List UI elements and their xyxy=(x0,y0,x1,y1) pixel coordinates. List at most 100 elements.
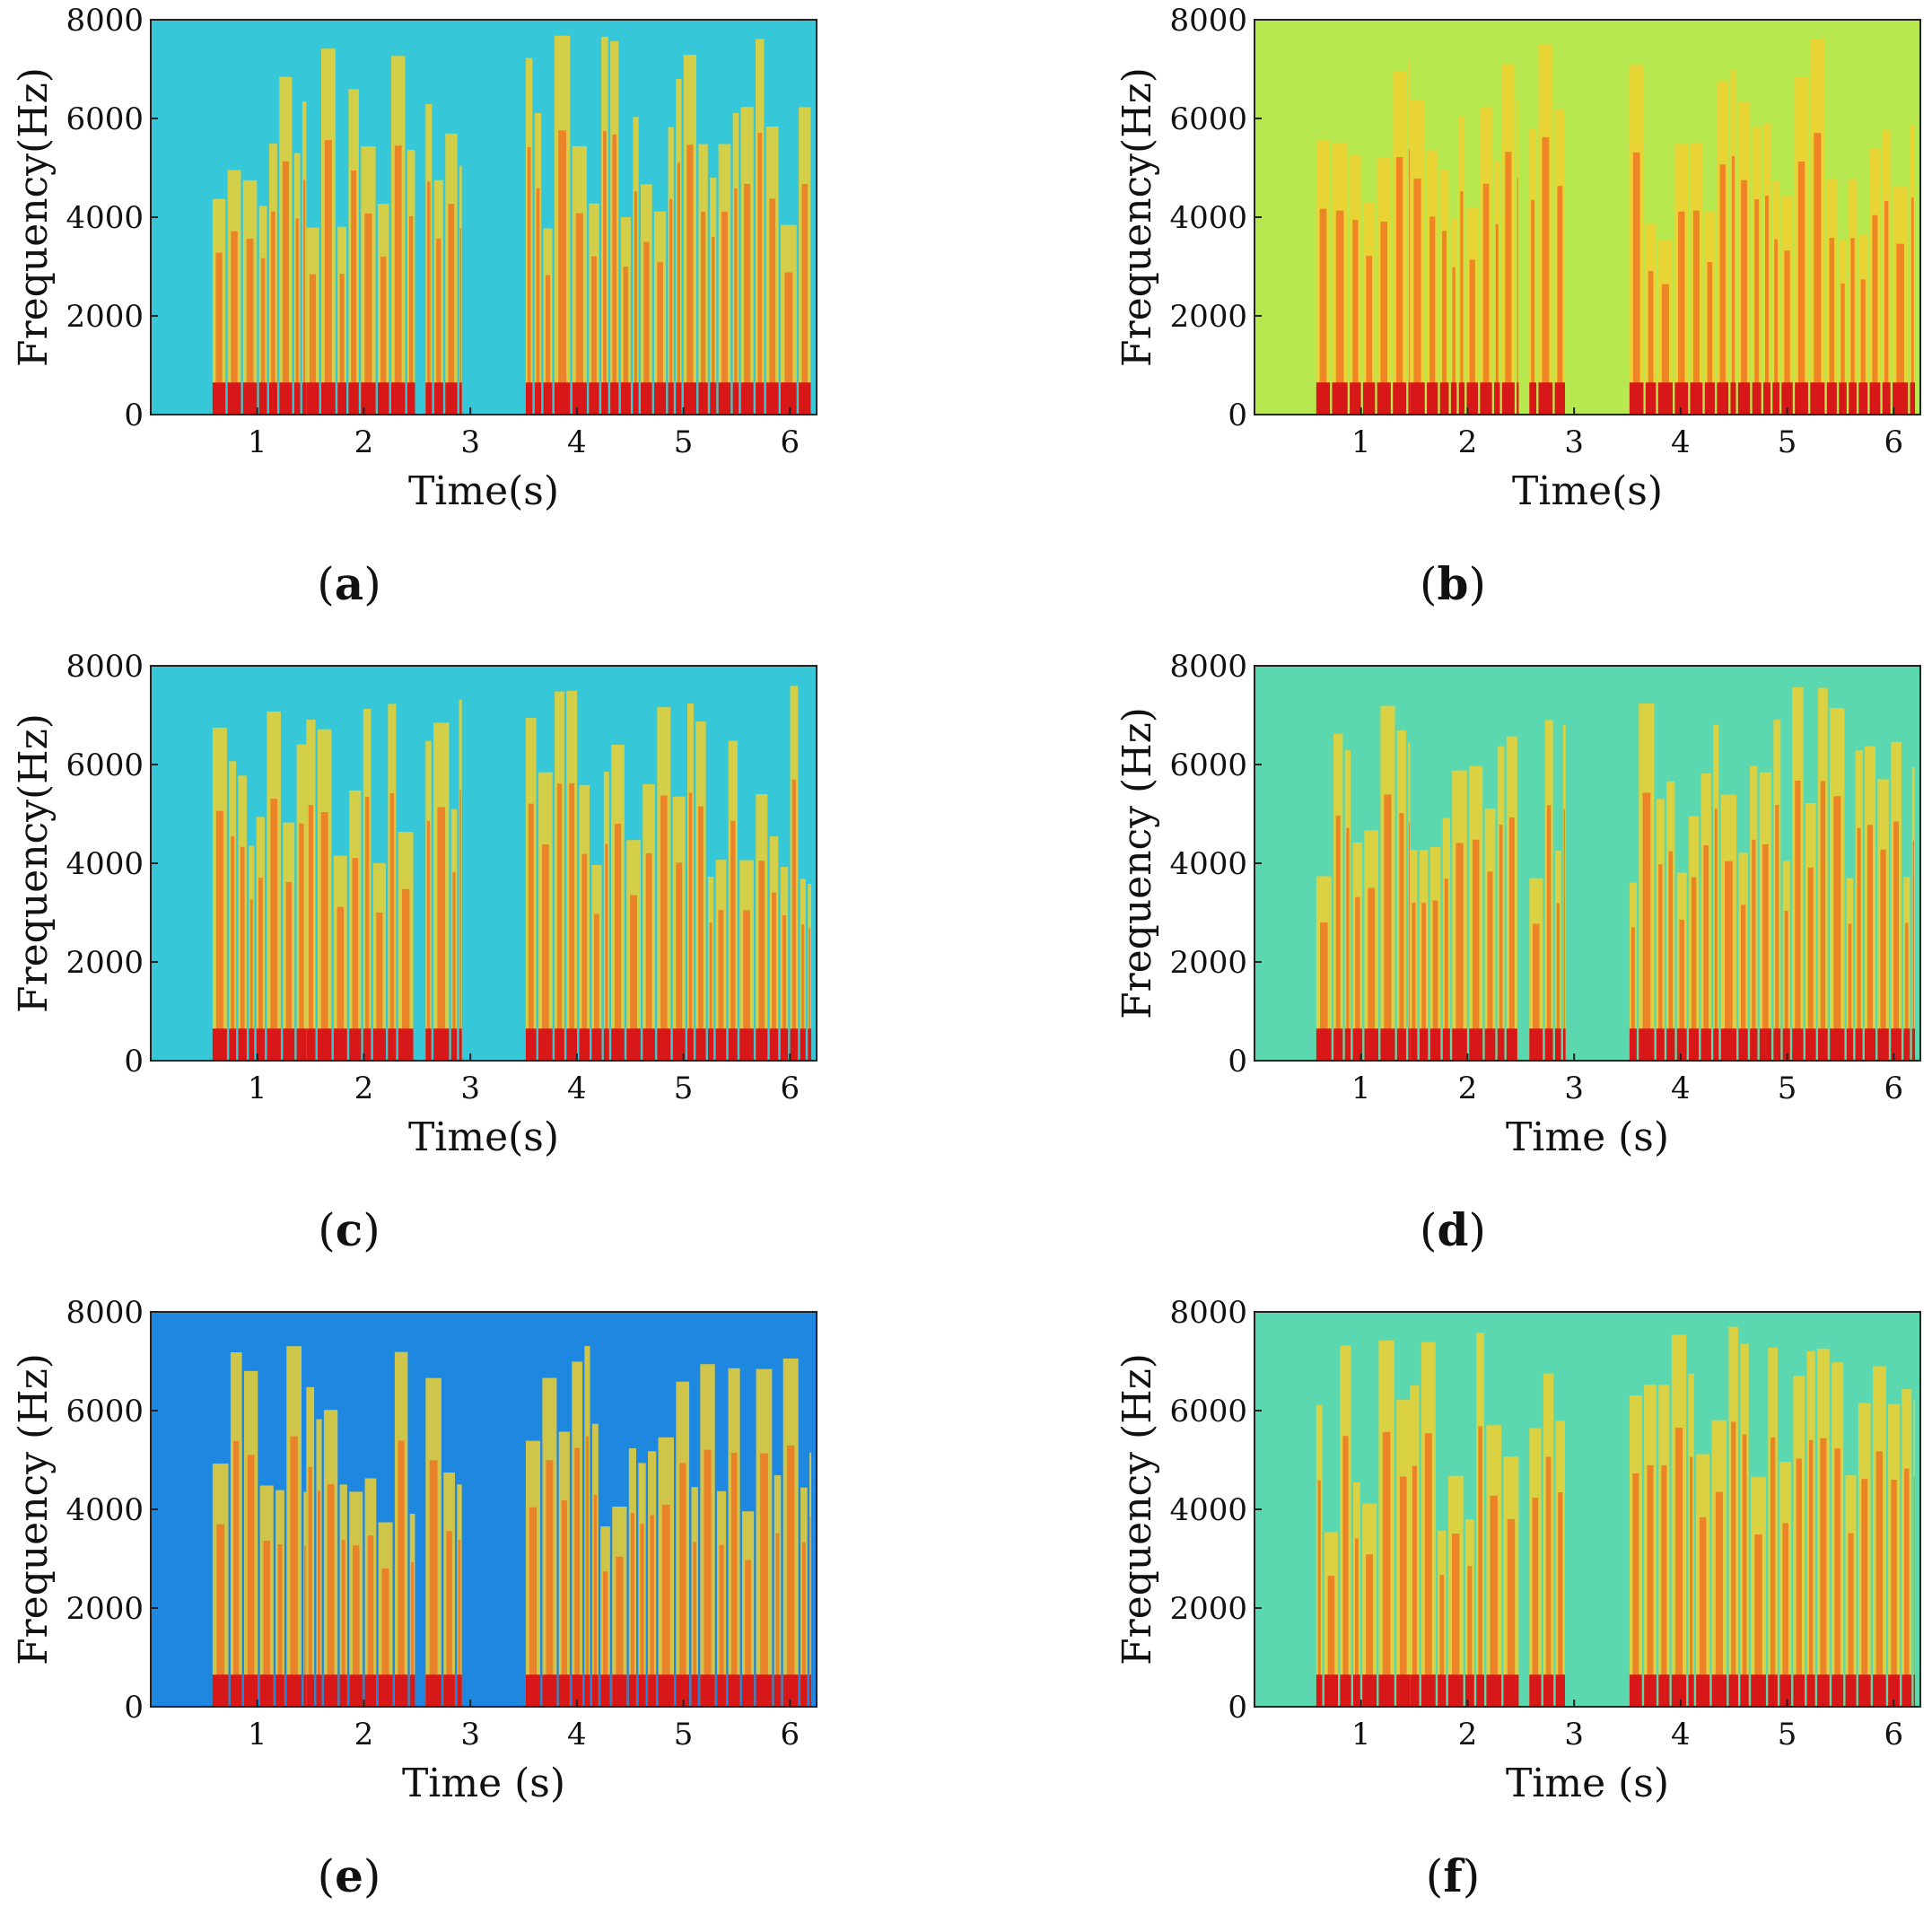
energy-low-band xyxy=(1419,1028,1429,1061)
energy-low-band xyxy=(554,382,571,415)
energy-low-band xyxy=(1720,1028,1737,1061)
energy-low-band xyxy=(1380,1028,1395,1061)
energy-low-band xyxy=(1877,1028,1889,1061)
energy-low-band xyxy=(1442,1028,1450,1061)
energy-formant xyxy=(688,792,693,1061)
panel-c: 1 2 3 4 5 6 0 2000 4000 6000 8000 Time(s) Frequency(… xyxy=(0,646,933,1265)
energy-low-band xyxy=(459,1028,462,1061)
energy-low-band xyxy=(643,1028,655,1061)
energy-formant xyxy=(581,853,588,1061)
y-tick-label: 0 xyxy=(124,1690,144,1726)
energy-low-band xyxy=(1529,382,1537,415)
energy-low-band xyxy=(1858,382,1868,415)
y-tick-label: 2000 xyxy=(66,299,144,335)
energy-formant xyxy=(320,812,328,1061)
energy-formant xyxy=(1857,827,1861,1061)
energy-formant xyxy=(258,878,263,1061)
energy-formant xyxy=(408,215,414,415)
energy-low-band xyxy=(229,1028,237,1061)
energy-low-band xyxy=(361,382,376,415)
energy-low-band xyxy=(728,1674,740,1707)
energy-formant xyxy=(1346,827,1350,1061)
energy-low-band xyxy=(388,1028,397,1061)
energy-low-band xyxy=(695,1028,706,1061)
energy-low-band xyxy=(1846,1028,1854,1061)
energy-formant xyxy=(594,913,599,1061)
energy-formant xyxy=(1630,927,1635,1061)
x-tick-label: 6 xyxy=(780,424,800,460)
energy-low-band xyxy=(1555,1674,1566,1707)
spectrogram-energy xyxy=(212,35,811,415)
x-tick-label: 3 xyxy=(460,1717,480,1752)
energy-low-band xyxy=(1911,1028,1916,1061)
energy-low-band xyxy=(339,1674,347,1707)
energy-formant xyxy=(364,213,372,415)
energy-low-band xyxy=(1759,1028,1771,1061)
energy-formant xyxy=(231,835,235,1061)
energy-formant xyxy=(1317,1480,1321,1707)
energy-formant xyxy=(718,910,724,1061)
energy-formant xyxy=(381,1568,389,1707)
energy-low-band xyxy=(610,382,619,415)
energy-low-band xyxy=(1793,1674,1805,1707)
x-tick-label: 1 xyxy=(248,424,267,460)
energy-low-band xyxy=(256,1028,266,1061)
energy-low-band xyxy=(450,1028,458,1061)
energy-low-band xyxy=(1728,1674,1738,1707)
energy-formant xyxy=(339,274,345,415)
energy-low-band xyxy=(800,1028,806,1061)
energy-low-band xyxy=(700,1674,715,1707)
chart-a: 1 2 3 4 5 6 0 2000 4000 6000 8000 Time(s) Frequency(… xyxy=(11,3,817,610)
energy-formant xyxy=(1368,887,1376,1061)
energy-formant xyxy=(1490,1495,1498,1707)
energy-low-band xyxy=(808,1028,812,1061)
energy-low-band xyxy=(212,1028,227,1061)
energy-formant xyxy=(1714,808,1718,1061)
energy-low-band xyxy=(1480,382,1492,415)
energy-low-band xyxy=(1408,382,1411,415)
energy-low-band xyxy=(1316,382,1331,415)
energy-formant xyxy=(529,1507,538,1707)
energy-formant xyxy=(277,1543,283,1707)
energy-low-band xyxy=(1657,382,1674,415)
energy-formant xyxy=(1731,155,1735,415)
energy-formant xyxy=(734,188,738,415)
energy-low-band xyxy=(1893,382,1909,415)
energy-formant xyxy=(1775,805,1779,1061)
energy-formant xyxy=(603,131,607,415)
energy-low-band xyxy=(258,382,267,415)
energy-low-band xyxy=(740,382,754,415)
energy-formant xyxy=(1320,922,1328,1061)
panel-b: 1 2 3 4 5 6 0 2000 4000 6000 8000 Time(s) Frequency(… xyxy=(1104,0,1932,619)
energy-low-band xyxy=(1529,1674,1542,1707)
energy-formant xyxy=(426,820,431,1061)
energy-formant xyxy=(1661,284,1669,415)
energy-formant xyxy=(249,899,253,1061)
energy-low-band xyxy=(572,1674,583,1707)
energy-low-band xyxy=(1738,1028,1748,1061)
energy-low-band xyxy=(780,1028,789,1061)
energy-formant xyxy=(1833,796,1841,1061)
energy-low-band xyxy=(1751,1674,1766,1707)
energy-formant xyxy=(1399,1476,1407,1707)
energy-formant xyxy=(1327,1576,1335,1707)
energy-low-band xyxy=(1690,382,1703,415)
energy-formant xyxy=(1795,780,1801,1061)
x-tick-label: 2 xyxy=(1458,424,1478,460)
x-tick-label: 4 xyxy=(1671,424,1691,460)
energy-formant xyxy=(643,241,650,415)
y-tick-label: 4000 xyxy=(1169,1492,1247,1528)
energy-low-band xyxy=(1645,382,1657,415)
energy-low-band xyxy=(1410,1674,1420,1707)
energy-low-band xyxy=(672,1028,686,1061)
panel-a: 1 2 3 4 5 6 0 2000 4000 6000 8000 Time(s) Frequency(… xyxy=(0,0,933,619)
energy-low-band xyxy=(1674,382,1689,415)
energy-formant xyxy=(1784,911,1788,1061)
energy-formant xyxy=(1752,839,1756,1061)
energy-formant xyxy=(809,928,811,1061)
energy-low-band xyxy=(1704,382,1715,415)
energy-formant xyxy=(1355,896,1360,1061)
energy-low-band xyxy=(1629,382,1644,415)
energy-formant xyxy=(270,799,278,1061)
energy-low-band xyxy=(1486,1674,1502,1707)
